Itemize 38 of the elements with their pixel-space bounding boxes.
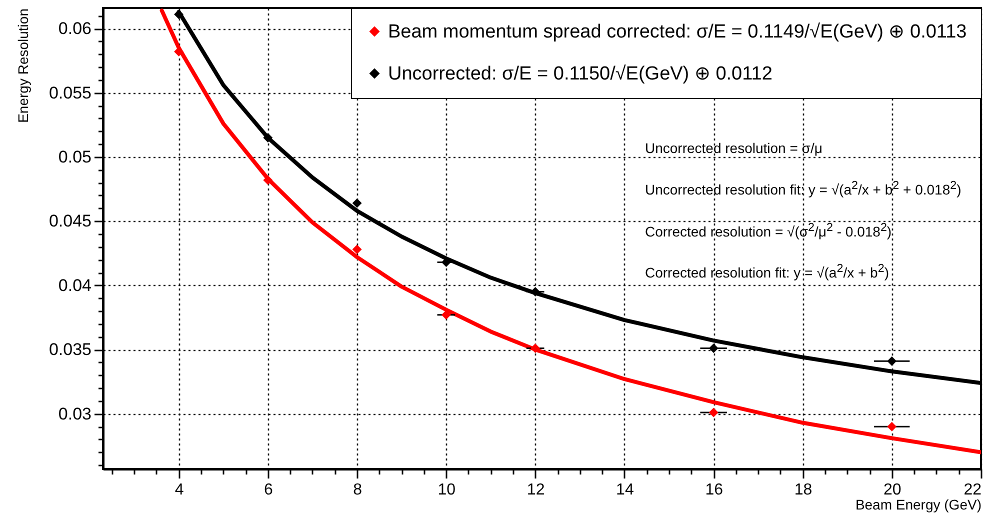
y-tick-label: 0.04 bbox=[58, 276, 92, 295]
x-tick-label: 20 bbox=[883, 482, 902, 498]
point bbox=[263, 132, 273, 142]
legend-label: Uncorrected: σ/E = 0.1150/√E(GeV) ⊕ 0.0112 bbox=[388, 64, 772, 84]
point bbox=[441, 310, 451, 320]
point bbox=[263, 175, 273, 185]
point bbox=[352, 244, 362, 254]
line-series bbox=[160, 8, 981, 454]
y-tick-label: 0.035 bbox=[48, 340, 92, 360]
point bbox=[530, 344, 540, 354]
x-tick-label: 12 bbox=[526, 482, 545, 498]
y-tick-label: 0.05 bbox=[58, 147, 92, 166]
y-axis-title: Energy Resolution bbox=[14, 8, 31, 123]
x-tick-label: 4 bbox=[174, 482, 184, 498]
y-tick-label: 0.055 bbox=[48, 83, 92, 102]
x-tick-label: 18 bbox=[794, 482, 812, 498]
point bbox=[352, 198, 362, 208]
point bbox=[530, 287, 540, 297]
point bbox=[174, 10, 184, 20]
x-axis-title: Beam Energy (GeV) bbox=[855, 496, 982, 512]
annotation: Uncorrected resolution = σ/μ bbox=[645, 139, 824, 158]
point bbox=[708, 408, 718, 418]
x-tick-label: 22 bbox=[964, 482, 982, 498]
point bbox=[887, 422, 897, 432]
point bbox=[887, 356, 897, 366]
annotation: Corrected resolution fit: y = √(a$^{2}$/x + b$^{2}$) bbox=[645, 261, 890, 283]
point bbox=[708, 344, 718, 354]
y-tick-label: 0.045 bbox=[48, 212, 92, 231]
x-tick-label: 6 bbox=[264, 482, 273, 498]
annotation: Uncorrected resolution fit: y = √(a$^{2}$/x + b$^{2}$ + 0.018$^{2}$) bbox=[645, 178, 962, 200]
x-tick-label: 8 bbox=[353, 482, 362, 498]
y-tick-label: 0.03 bbox=[58, 404, 92, 424]
x-tick-label: 14 bbox=[616, 482, 634, 498]
x-tick-label: 10 bbox=[438, 482, 456, 498]
legend-label: Beam momentum spread corrected: σ/E = 0.1149/√E(GeV) ⊕ 0.0113 bbox=[388, 22, 967, 42]
annotation: Corrected resolution = √(σ$^{2}$/μ$^{2}$ - 0.018$^{2}$) bbox=[645, 220, 893, 242]
x-tick-label: 16 bbox=[705, 482, 724, 498]
y-tick-label: 0.06 bbox=[58, 19, 92, 38]
